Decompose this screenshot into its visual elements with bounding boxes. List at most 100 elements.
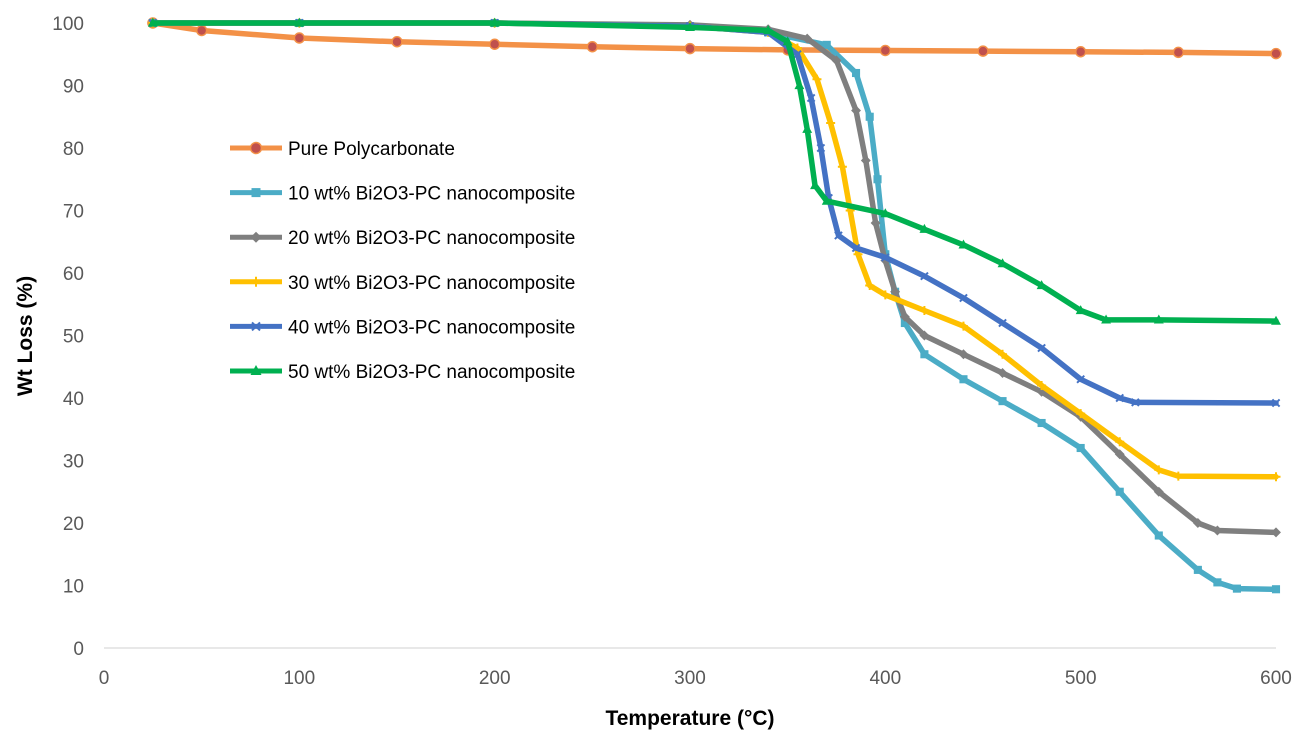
data-point <box>831 55 842 66</box>
y-tick-label: 20 <box>63 514 84 535</box>
data-point <box>1212 525 1223 536</box>
data-point <box>1075 305 1086 315</box>
data-point <box>1076 374 1085 384</box>
series-5 <box>148 18 1281 408</box>
data-point <box>1037 343 1046 353</box>
x-axis-title: Temperature (°C) <box>605 707 774 730</box>
data-point <box>294 17 305 27</box>
data-point <box>816 143 826 153</box>
y-tick-label: 0 <box>73 639 84 660</box>
x-tick-label: 0 <box>99 668 110 689</box>
data-point <box>793 49 802 59</box>
series-2 <box>148 18 1281 594</box>
data-point <box>860 155 871 166</box>
legend: Pure Polycarbonate 10 wt% Bi2O3-PC nanoco… <box>230 139 575 383</box>
y-tick-label: 90 <box>63 77 84 98</box>
data-point <box>958 239 969 249</box>
y-tick-label: 30 <box>63 452 84 473</box>
data-point <box>147 17 158 27</box>
legend-item: Pure Polycarbonate <box>230 139 455 160</box>
data-point <box>293 32 306 44</box>
data-point <box>249 141 263 155</box>
legend-label: 40 wt% Bi2O3-PC nanocomposite <box>288 317 575 338</box>
data-point <box>890 286 901 297</box>
data-point <box>851 105 861 116</box>
y-tick-label: 40 <box>63 389 84 410</box>
data-point <box>1154 465 1164 475</box>
data-point <box>1193 565 1202 574</box>
data-point <box>1114 449 1125 460</box>
data-point <box>900 318 909 328</box>
data-point <box>873 175 882 184</box>
data-point <box>1076 409 1086 419</box>
data-point <box>1153 314 1164 324</box>
data-point <box>488 38 501 50</box>
legend-item: 20 wt% Bi2O3-PC nanocomposite <box>230 228 575 249</box>
series-line <box>150 20 1279 480</box>
data-point <box>684 42 696 55</box>
series-line <box>150 20 1279 406</box>
data-point <box>1271 315 1281 325</box>
x-tick-label: 500 <box>1065 668 1097 689</box>
legend-label: Pure Polycarbonate <box>288 139 455 160</box>
data-point <box>1192 518 1203 528</box>
data-point <box>250 231 262 243</box>
series-4 <box>148 18 1281 482</box>
data-point <box>1037 381 1047 390</box>
legend-item: 30 wt% Bi2O3-PC nanocomposite <box>230 273 575 294</box>
data-point <box>1076 443 1085 453</box>
data-point <box>959 375 968 384</box>
data-point <box>1271 585 1281 594</box>
data-point <box>1037 418 1046 428</box>
data-point <box>250 365 262 375</box>
data-point <box>810 180 820 190</box>
data-point <box>763 25 774 35</box>
data-point <box>1271 527 1281 538</box>
data-point <box>880 255 891 266</box>
data-point <box>919 223 930 233</box>
data-point <box>1101 314 1112 324</box>
data-point <box>251 188 261 198</box>
data-point <box>195 24 208 37</box>
x-tick-label: 600 <box>1260 668 1292 689</box>
y-tick-label: 10 <box>63 577 84 598</box>
data-point <box>802 33 813 44</box>
data-point <box>1036 386 1047 397</box>
data-point <box>812 74 822 84</box>
tick-labels: 0 100 200 300 400 500 600 0 10 20 30 40 50 60 70 80 90 10… <box>52 14 1292 689</box>
y-tick-label: 100 <box>52 14 84 35</box>
data-point <box>1153 486 1164 497</box>
data-point <box>1074 46 1087 58</box>
data-point <box>977 45 989 57</box>
data-point <box>822 40 831 49</box>
data-point <box>998 349 1008 359</box>
y-tick-label: 70 <box>63 202 84 223</box>
legend-label: 30 wt% Bi2O3-PC nanocomposite <box>288 273 575 294</box>
data-point <box>851 68 861 78</box>
y-tick-label: 80 <box>63 139 84 160</box>
data-point <box>865 281 875 290</box>
data-point <box>821 195 832 205</box>
data-point <box>1173 471 1183 481</box>
data-point <box>958 321 968 331</box>
legend-item: 10 wt% Bi2O3-PC nanocomposite <box>230 184 575 205</box>
data-point <box>919 306 929 315</box>
data-point <box>880 208 891 218</box>
data-point <box>1270 47 1282 60</box>
data-point <box>834 231 843 240</box>
data-point <box>1115 393 1125 403</box>
data-point <box>685 21 695 31</box>
legend-item: 50 wt% Bi2O3-PC nanocomposite <box>230 362 575 383</box>
data-point <box>997 258 1008 268</box>
series-6 <box>147 17 1281 325</box>
data-point <box>920 350 929 359</box>
data-point <box>959 293 968 303</box>
data-point <box>826 118 836 128</box>
data-point <box>998 318 1007 328</box>
data-point <box>851 243 861 253</box>
data-point <box>998 397 1007 406</box>
y-tick-label: 60 <box>63 264 84 285</box>
data-point <box>802 123 813 133</box>
data-point <box>586 41 599 53</box>
